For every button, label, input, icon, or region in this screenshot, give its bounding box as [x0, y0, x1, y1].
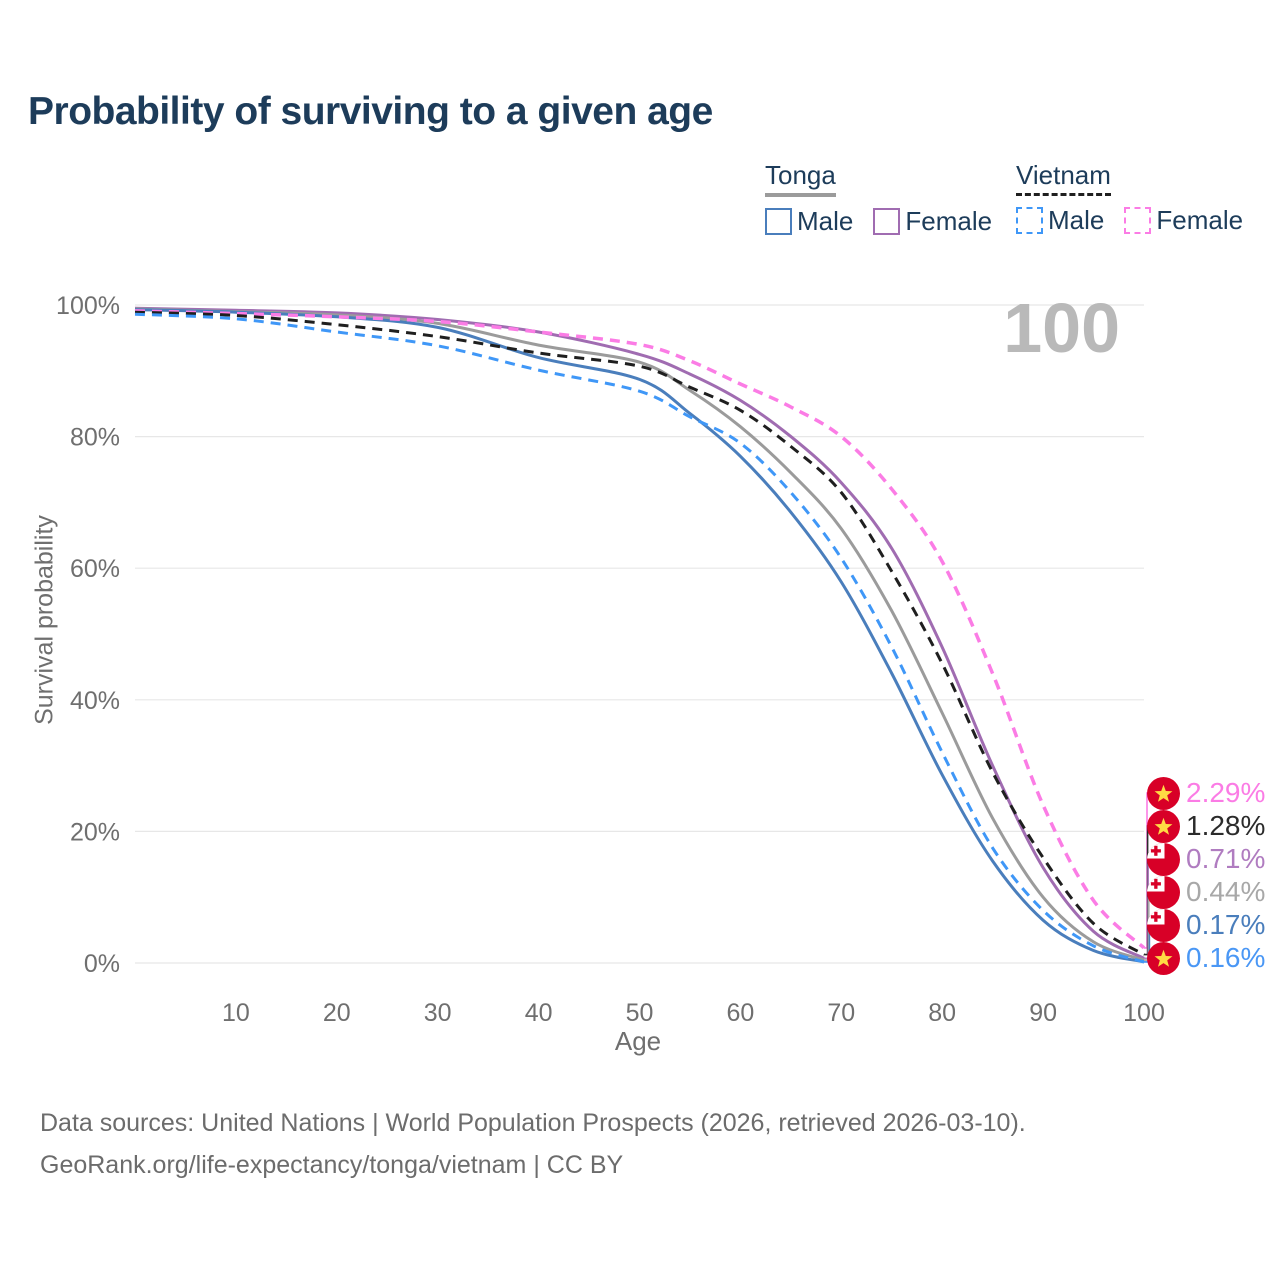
end-label-value: 0.17% — [1186, 909, 1266, 940]
x-tick-label: 70 — [827, 999, 855, 1027]
end-label-tonga[interactable]: 0.44% — [1147, 875, 1265, 909]
y-tick-label: 0% — [84, 950, 120, 978]
legend-title-tonga[interactable]: Tonga — [765, 161, 836, 197]
series-line-vietnam-male[interactable] — [134, 312, 1145, 964]
x-tick-label: 90 — [1029, 999, 1057, 1027]
x-tick-label: 30 — [424, 999, 452, 1027]
attribution-link[interactable]: GeoRank.org/life-expectancy/tonga/vietna… — [40, 1151, 624, 1179]
x-tick-label: 40 — [525, 999, 553, 1027]
legend-row-vietnam: Male Female — [1016, 205, 1263, 236]
y-tick-label: 60% — [70, 555, 120, 583]
y-tick-label: 80% — [70, 424, 120, 452]
end-label-value: 2.29% — [1186, 777, 1266, 808]
x-tick-label: 100 — [1123, 999, 1165, 1027]
y-tick-label: 100% — [56, 292, 120, 320]
tonga-male-swatch-icon[interactable] — [765, 207, 792, 235]
legend-title-vietnam[interactable]: Vietnam — [1016, 161, 1111, 196]
x-tick-label: 80 — [928, 999, 956, 1027]
x-tick-label: 10 — [222, 999, 250, 1027]
legend-label-vietnam-male[interactable]: Male — [1048, 204, 1105, 235]
data-sources-line: Data sources: United Nations | World Pop… — [40, 1109, 1026, 1137]
x-tick-label: 60 — [726, 999, 754, 1027]
vietnam-flag-icon — [1147, 941, 1180, 975]
vietnam-female-swatch-icon[interactable] — [1124, 206, 1152, 234]
end-label-vietnam-male[interactable]: 0.16% — [1147, 941, 1265, 975]
vietnam-flag-icon — [1147, 776, 1180, 810]
vietnam-flag-icon — [1147, 809, 1180, 843]
y-tick-label: 40% — [70, 687, 120, 715]
legend-group-vietnam: Vietnam Male Female — [1016, 160, 1263, 236]
x-tick-label: 20 — [323, 999, 351, 1027]
legend-group-tonga: Tonga Male Female — [765, 160, 1012, 237]
tonga-female-swatch-icon[interactable] — [873, 207, 901, 235]
end-label-value: 0.71% — [1186, 843, 1266, 874]
series-line-tonga-male[interactable] — [134, 308, 1145, 964]
series-line-vietnam[interactable] — [134, 310, 1145, 956]
end-label-tonga-male[interactable]: 0.17% — [1147, 908, 1265, 942]
tonga-flag-icon — [1147, 842, 1180, 876]
footer: Data sources: United Nations | World Pop… — [40, 1102, 1026, 1186]
chart-title: Probability of surviving to a given age — [28, 90, 713, 133]
y-axis-title: Survival probability — [30, 515, 59, 725]
y-tick-label: 20% — [70, 818, 120, 846]
tonga-flag-icon — [1147, 908, 1180, 942]
end-label-tonga-female[interactable]: 0.71% — [1147, 842, 1265, 876]
end-label-value: 0.16% — [1186, 942, 1266, 973]
legend-label-vietnam-female[interactable]: Female — [1156, 204, 1244, 235]
vietnam-male-swatch-icon[interactable] — [1016, 206, 1043, 234]
age-counter-watermark: 100 — [1003, 289, 1120, 367]
end-label-value: 1.28% — [1186, 810, 1266, 841]
series-line-vietnam-female[interactable] — [134, 309, 1146, 950]
tonga-flag-icon — [1147, 875, 1180, 909]
x-tick-label: 50 — [626, 999, 654, 1027]
legend-label-tonga-male[interactable]: Male — [797, 205, 854, 236]
legend-label-tonga-female[interactable]: Female — [905, 205, 993, 236]
end-label-vietnam[interactable]: 1.28% — [1147, 809, 1265, 843]
end-label-value: 0.44% — [1186, 876, 1266, 907]
end-label-vietnam-female[interactable]: 2.29% — [1147, 776, 1265, 810]
legend-row-tonga: Male Female — [765, 206, 1012, 237]
x-axis-title: Age — [614, 1026, 662, 1056]
